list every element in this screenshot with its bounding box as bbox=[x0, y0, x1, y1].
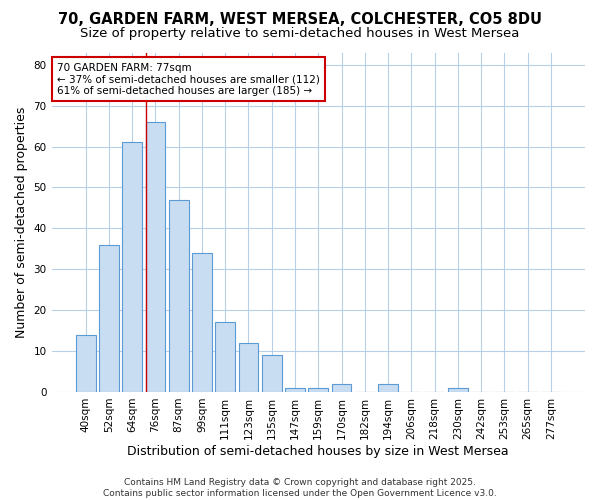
Text: Size of property relative to semi-detached houses in West Mersea: Size of property relative to semi-detach… bbox=[80, 28, 520, 40]
Bar bbox=[99, 244, 119, 392]
Bar bbox=[122, 142, 142, 392]
Text: Contains HM Land Registry data © Crown copyright and database right 2025.
Contai: Contains HM Land Registry data © Crown c… bbox=[103, 478, 497, 498]
Bar bbox=[262, 355, 281, 392]
Bar bbox=[192, 253, 212, 392]
Bar bbox=[169, 200, 188, 392]
Y-axis label: Number of semi-detached properties: Number of semi-detached properties bbox=[15, 106, 28, 338]
Bar bbox=[308, 388, 328, 392]
Bar bbox=[448, 388, 468, 392]
Bar bbox=[239, 343, 259, 392]
Bar bbox=[285, 388, 305, 392]
Bar bbox=[215, 322, 235, 392]
Bar bbox=[76, 334, 95, 392]
Bar bbox=[332, 384, 352, 392]
X-axis label: Distribution of semi-detached houses by size in West Mersea: Distribution of semi-detached houses by … bbox=[127, 444, 509, 458]
Text: 70, GARDEN FARM, WEST MERSEA, COLCHESTER, CO5 8DU: 70, GARDEN FARM, WEST MERSEA, COLCHESTER… bbox=[58, 12, 542, 28]
Bar bbox=[146, 122, 166, 392]
Text: 70 GARDEN FARM: 77sqm
← 37% of semi-detached houses are smaller (112)
61% of sem: 70 GARDEN FARM: 77sqm ← 37% of semi-deta… bbox=[57, 62, 320, 96]
Bar bbox=[378, 384, 398, 392]
